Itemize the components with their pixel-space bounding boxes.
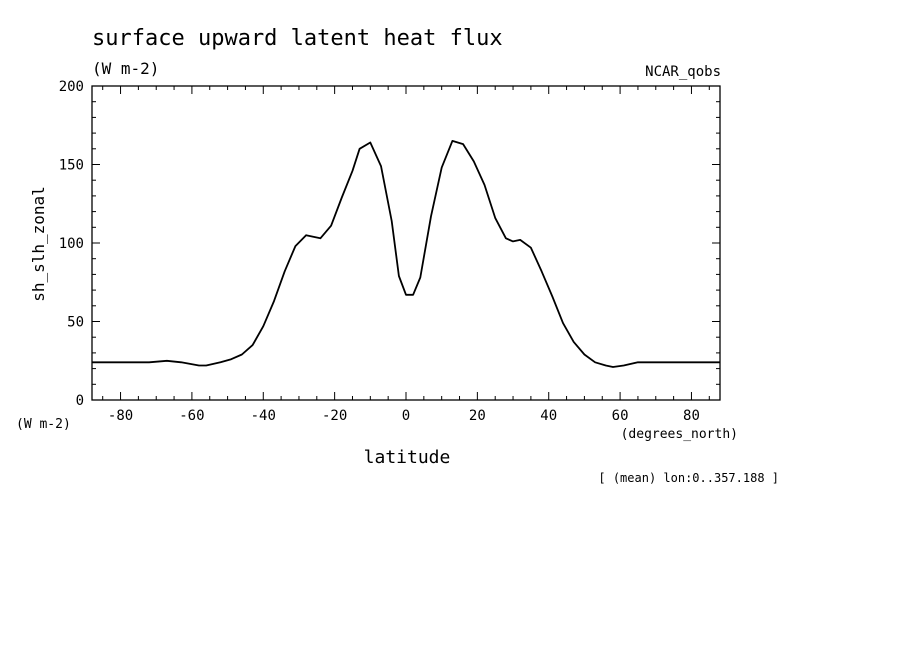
dataset-label: NCAR_qobs <box>645 64 721 80</box>
x-tick-label: 20 <box>469 408 486 424</box>
x-tick-label: -40 <box>251 408 276 424</box>
x-tick-label: -80 <box>108 408 133 424</box>
data-series-line-0 <box>92 139 720 368</box>
plot-frame <box>91 85 721 401</box>
footnote: [ (mean) lon:0..357.188 ] <box>598 471 779 485</box>
x-axis-label: latitude <box>364 447 451 468</box>
x-tick-label: -60 <box>179 408 204 424</box>
chart-title: surface upward latent heat flux <box>92 26 503 51</box>
plot-area <box>91 85 721 401</box>
x-tick-label: 80 <box>683 408 700 424</box>
y-axis-units: (W m-2) <box>16 417 71 432</box>
x-tick-label: 0 <box>402 408 410 424</box>
y-tick-label: 200 <box>59 79 84 95</box>
x-tick-label: 40 <box>540 408 557 424</box>
y-tick-label: 0 <box>76 393 84 409</box>
y-tick-label: 50 <box>67 315 84 331</box>
y-axis-label: sh_slh_zonal <box>29 186 48 302</box>
x-axis-units: (degrees_north) <box>621 427 738 442</box>
x-tick-label: -20 <box>322 408 347 424</box>
chart-subtitle-units: (W m-2) <box>92 59 159 78</box>
tick-labels: -80 -60 -40 -20 0 20 40 60 80 0 50 100 150 200 <box>59 79 700 424</box>
y-tick-label: 150 <box>59 158 84 174</box>
axis-ticks <box>92 86 720 400</box>
y-tick-label: 100 <box>59 236 84 252</box>
x-tick-label: 60 <box>612 408 629 424</box>
